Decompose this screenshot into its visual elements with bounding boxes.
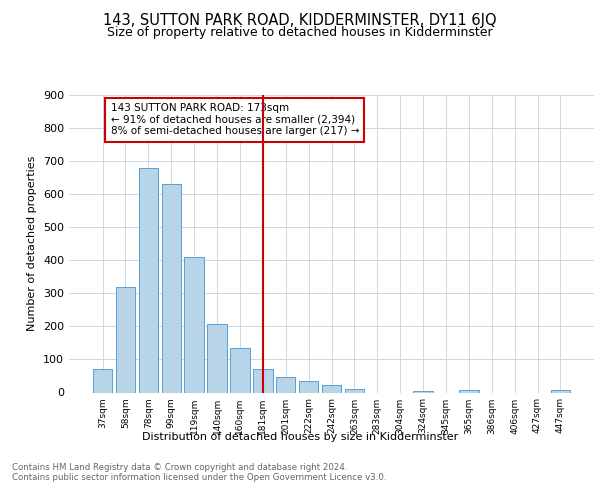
Bar — [230, 348, 250, 393]
Text: 143, SUTTON PARK ROAD, KIDDERMINSTER, DY11 6JQ: 143, SUTTON PARK ROAD, KIDDERMINSTER, DY… — [103, 12, 497, 28]
Bar — [413, 390, 433, 392]
Bar — [184, 257, 204, 392]
Text: Contains HM Land Registry data © Crown copyright and database right 2024.
Contai: Contains HM Land Registry data © Crown c… — [12, 462, 386, 482]
Bar — [551, 390, 570, 392]
Text: Size of property relative to detached houses in Kidderminster: Size of property relative to detached ho… — [107, 26, 493, 39]
Bar — [253, 370, 272, 392]
Bar — [208, 324, 227, 392]
Text: 143 SUTTON PARK ROAD: 173sqm
← 91% of detached houses are smaller (2,394)
8% of : 143 SUTTON PARK ROAD: 173sqm ← 91% of de… — [110, 104, 359, 136]
Y-axis label: Number of detached properties: Number of detached properties — [28, 156, 37, 332]
Bar — [116, 286, 135, 393]
Bar — [344, 389, 364, 392]
Bar — [459, 390, 479, 392]
Bar — [93, 370, 112, 392]
Bar — [139, 168, 158, 392]
Text: Distribution of detached houses by size in Kidderminster: Distribution of detached houses by size … — [142, 432, 458, 442]
Bar — [276, 376, 295, 392]
Bar — [322, 385, 341, 392]
Bar — [161, 184, 181, 392]
Bar — [299, 381, 319, 392]
